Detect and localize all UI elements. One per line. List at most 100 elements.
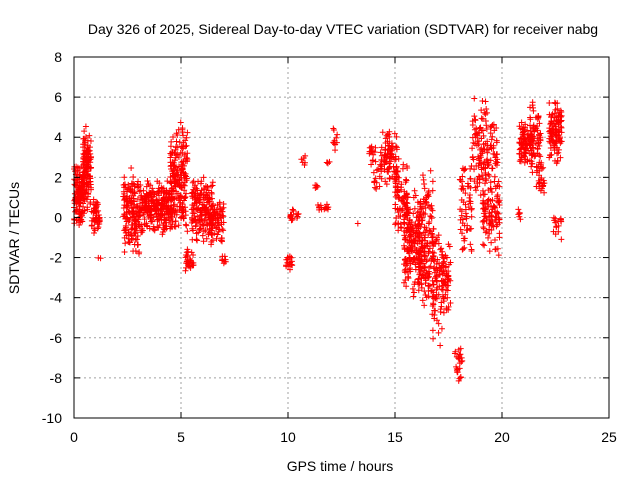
data-point-plus	[174, 190, 181, 197]
data-point-plus	[478, 145, 485, 152]
data-point-plus	[428, 215, 435, 222]
data-point-plus	[431, 269, 438, 276]
data-point-plus	[193, 230, 200, 237]
data-point-plus	[435, 240, 442, 247]
data-point-plus	[496, 183, 503, 190]
data-point-plus	[220, 227, 227, 234]
data-point-plus	[182, 212, 189, 219]
data-point-plus	[551, 110, 558, 117]
data-point-plus	[485, 196, 492, 203]
data-point-plus	[179, 184, 186, 191]
x-tick-label: 25	[601, 429, 617, 445]
data-point-plus	[209, 237, 216, 244]
data-point-plus	[122, 213, 129, 220]
data-point-plus	[386, 133, 393, 140]
data-point-plus	[368, 161, 375, 168]
data-point-plus	[413, 246, 420, 253]
data-point-plus	[445, 306, 452, 313]
data-point-plus	[85, 190, 92, 197]
x-tick-label: 10	[280, 429, 296, 445]
data-point-plus	[520, 152, 527, 159]
data-point-plus	[462, 190, 469, 197]
data-point-plus	[178, 166, 185, 173]
data-point-plus	[463, 227, 470, 234]
data-point-plus	[141, 216, 148, 223]
data-point-plus	[527, 145, 534, 152]
data-point-plus	[461, 237, 468, 244]
data-point-plus	[464, 180, 471, 187]
data-point-plus	[557, 107, 564, 114]
data-point-plus	[200, 174, 207, 181]
data-point-plus	[167, 143, 174, 150]
data-point-plus	[408, 225, 415, 232]
data-point-plus	[354, 220, 361, 227]
data-point-plus	[201, 186, 208, 193]
data-point-plus	[170, 170, 177, 177]
data-point-plus	[392, 153, 399, 160]
data-point-plus	[422, 211, 429, 218]
data-point-plus	[375, 166, 382, 173]
data-point-plus	[391, 156, 398, 163]
data-point-plus	[200, 238, 207, 245]
data-point-plus	[169, 209, 176, 216]
data-point-plus	[302, 152, 309, 159]
data-point-plus	[417, 260, 424, 267]
data-point-plus	[429, 239, 436, 246]
data-point-plus	[376, 183, 383, 190]
data-point-plus	[516, 210, 523, 217]
data-point-plus	[456, 375, 463, 382]
data-point-plus	[516, 139, 523, 146]
data-point-plus	[519, 129, 526, 136]
data-point-plus	[149, 188, 156, 195]
data-point-plus	[483, 105, 490, 112]
data-point-plus	[422, 253, 429, 260]
data-point-plus	[383, 159, 390, 166]
data-point-plus	[193, 236, 200, 243]
data-point-plus	[469, 118, 476, 125]
data-point-plus	[175, 153, 182, 160]
data-point-plus	[145, 203, 152, 210]
data-point-plus	[283, 263, 290, 270]
y-tick-label: -10	[42, 410, 62, 426]
data-point-plus	[220, 213, 227, 220]
data-point-plus	[180, 206, 187, 213]
data-point-plus	[416, 269, 423, 276]
y-axis-label: SDTVAR / TECUs	[6, 182, 22, 294]
data-point-plus	[406, 257, 413, 264]
data-point-plus	[138, 206, 145, 213]
data-point-plus	[159, 231, 166, 238]
data-point-plus	[386, 175, 393, 182]
data-point-plus	[524, 142, 531, 149]
data-point-plus	[484, 138, 491, 145]
data-point-plus	[129, 225, 136, 232]
data-point-plus	[472, 131, 479, 138]
data-point-plus	[557, 123, 564, 130]
data-point-plus	[429, 178, 436, 185]
data-point-plus	[82, 156, 89, 163]
data-point-plus	[460, 245, 467, 252]
data-point-plus	[176, 195, 183, 202]
data-point-plus	[333, 134, 340, 141]
data-point-plus	[215, 222, 222, 229]
data-point-plus	[552, 129, 559, 136]
data-point-plus	[194, 206, 201, 213]
data-point-plus	[416, 221, 423, 228]
data-point-plus	[208, 183, 215, 190]
data-point-plus	[558, 117, 565, 124]
data-point-plus	[175, 222, 182, 229]
data-point-plus	[219, 253, 226, 260]
data-point-plus	[537, 187, 544, 194]
data-point-plus	[432, 265, 439, 272]
data-point-plus	[79, 183, 86, 190]
data-point-plus	[433, 277, 440, 284]
data-point-plus	[177, 119, 184, 126]
data-point-plus	[184, 228, 191, 235]
data-point-plus	[445, 273, 452, 280]
data-point-plus	[144, 178, 151, 185]
data-point-plus	[438, 286, 445, 293]
data-point-plus	[402, 277, 409, 284]
data-point-plus	[403, 177, 410, 184]
data-point-plus	[410, 293, 417, 300]
data-point-plus	[481, 109, 488, 116]
data-point-plus	[150, 223, 157, 230]
